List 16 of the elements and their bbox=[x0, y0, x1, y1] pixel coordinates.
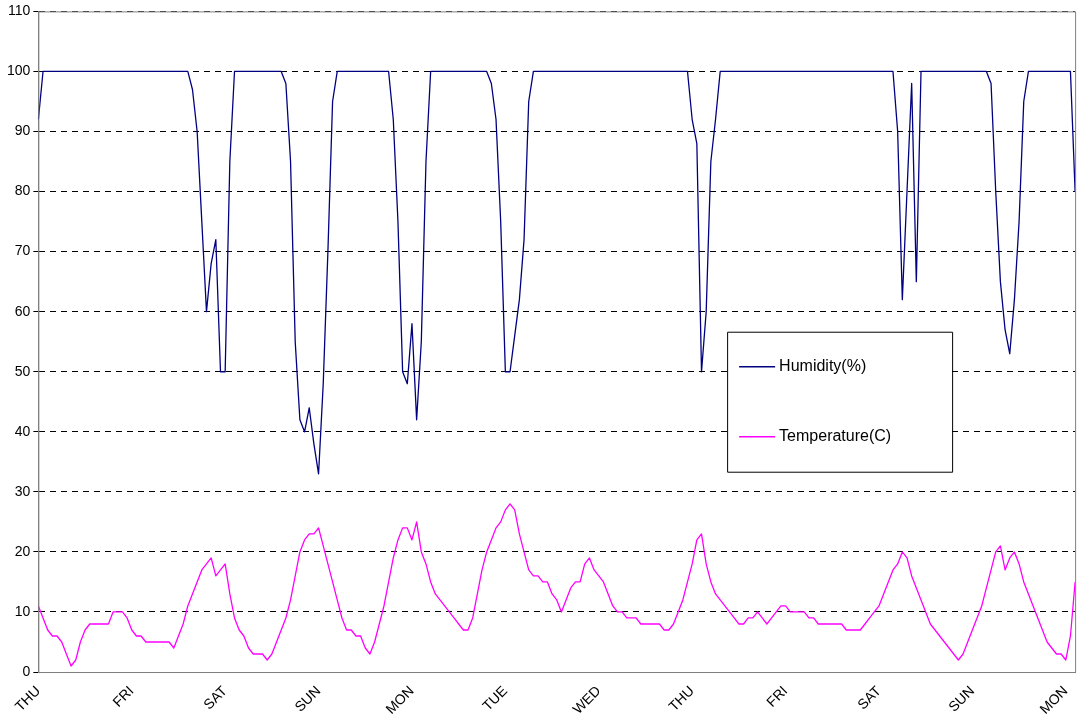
y-tick-label: 20 bbox=[14, 542, 31, 559]
y-tick-label: 90 bbox=[14, 122, 31, 139]
y-tick-label: 80 bbox=[14, 182, 31, 199]
y-tick-label: 60 bbox=[14, 302, 31, 319]
legend-label: Temperature(C) bbox=[779, 427, 892, 445]
y-tick-label: 70 bbox=[14, 242, 31, 259]
y-tick-label: 30 bbox=[14, 482, 31, 499]
y-tick-label: 0 bbox=[22, 662, 31, 679]
y-tick-label: 100 bbox=[7, 62, 31, 79]
y-tick-label: 10 bbox=[14, 602, 31, 619]
legend-label: Humidity(%) bbox=[779, 357, 867, 375]
y-tick-label: 50 bbox=[14, 362, 31, 379]
x-tick-label: FRI bbox=[109, 682, 137, 710]
y-tick-label: 40 bbox=[14, 422, 31, 439]
x-tick-label: FRI bbox=[763, 682, 791, 710]
y-tick-label: 110 bbox=[8, 2, 31, 19]
